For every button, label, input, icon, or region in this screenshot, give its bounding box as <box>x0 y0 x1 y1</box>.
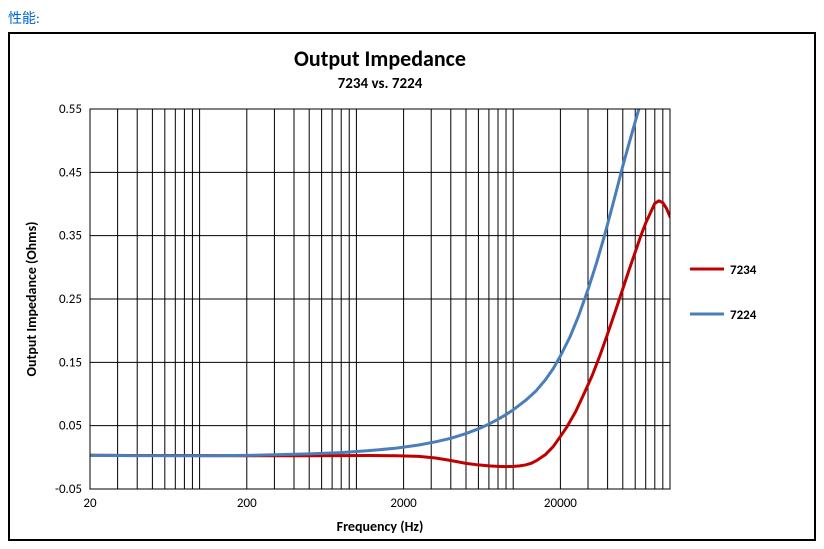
x-tick-label: 20 <box>83 496 97 511</box>
legend-label-7224: 7224 <box>730 308 757 323</box>
x-tick-label: 200 <box>237 496 257 511</box>
chart-subtitle: 7234 vs. 7224 <box>338 75 423 93</box>
y-tick-label: 0.05 <box>59 419 82 434</box>
y-tick-label: 0.35 <box>59 229 82 244</box>
page-header-label: 性能: <box>8 8 816 28</box>
x-tick-label: 20000 <box>544 496 577 511</box>
chart-card: Output Impedance 7234 vs. 7224 -0.05 0.05 0.… <box>8 32 816 541</box>
y-tick-label: -0.05 <box>55 482 82 497</box>
x-tick-label: 2000 <box>390 496 417 511</box>
chart-svg: Output Impedance 7234 vs. 7224 -0.05 0.05 0.… <box>10 34 814 539</box>
y-tick-label: 0.55 <box>59 102 82 117</box>
y-tick-label: 0.15 <box>59 355 82 370</box>
y-axis-label: Output Impedance (Ohms) <box>23 221 40 376</box>
chart-title: Output Impedance <box>294 45 466 72</box>
y-tick-label: 0.25 <box>59 292 82 307</box>
legend-label-7234: 7234 <box>730 263 757 278</box>
y-tick-label: 0.45 <box>59 165 82 180</box>
x-axis-label: Frequency (Hz) <box>337 518 424 535</box>
